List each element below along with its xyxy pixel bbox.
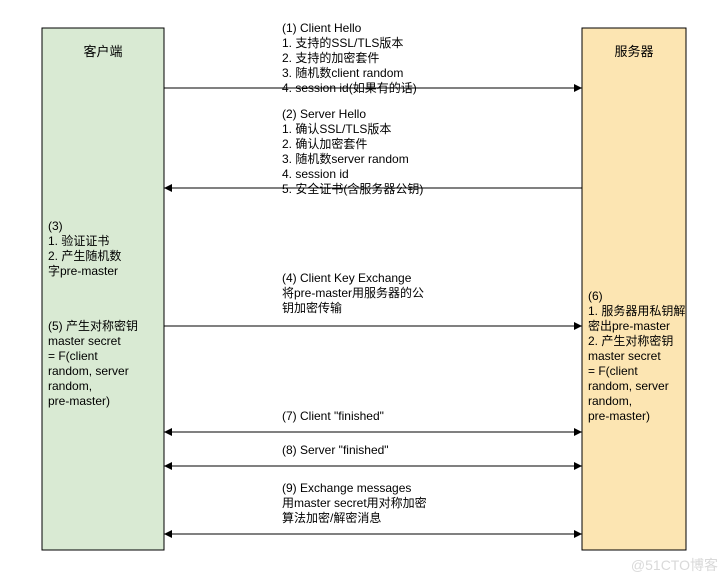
message-m1-line: 2. 支持的加密套件	[282, 50, 379, 65]
step-server6-line: 密出pre-master	[588, 318, 670, 333]
step-server6-line: pre-master)	[588, 409, 650, 423]
message-m2-line: 3. 随机数server random	[282, 151, 409, 166]
server-title: 服务器	[614, 44, 653, 59]
client-title: 客户端	[83, 44, 122, 59]
message-m2-title: (2) Server Hello	[282, 107, 366, 121]
message-m1-title: (1) Client Hello	[282, 21, 362, 35]
message-m7-title: (7) Client "finished"	[282, 409, 384, 423]
message-m4-line: 将pre-master用服务器的公	[282, 285, 424, 300]
step-client5-line: (5) 产生对称密钥	[48, 318, 138, 333]
step-client3-line: 1. 验证证书	[48, 233, 109, 248]
message-m2-line: 2. 确认加密套件	[282, 136, 367, 151]
message-m1-line: 4. session id(如果有的话)	[282, 80, 417, 95]
watermark: @51CTO博客	[631, 557, 718, 573]
client-box: 客户端	[42, 28, 164, 550]
message-m8-title: (8) Server "finished"	[282, 443, 389, 457]
message-m4-line: 钥加密传输	[282, 300, 342, 315]
step-server6-line: 2. 产生对称密钥	[588, 333, 673, 348]
message-m1-line: 1. 支持的SSL/TLS版本	[282, 35, 403, 50]
step-client5-line: pre-master)	[48, 394, 110, 408]
step-client5-line: = F(client	[48, 349, 98, 363]
step-client5-line: random,	[48, 379, 92, 393]
step-client5-line: random, server	[48, 364, 129, 378]
message-m4-title: (4) Client Key Exchange	[282, 271, 412, 285]
step-server6-line: = F(client	[588, 364, 638, 378]
step-server6-line: 1. 服务器用私钥解	[588, 303, 685, 318]
message-m9-title: (9) Exchange messages	[282, 481, 411, 495]
message-m2-line: 5. 安全证书(含服务器公钥)	[282, 181, 423, 196]
step-server6-line: (6)	[588, 289, 603, 303]
step-server6-line: random, server	[588, 379, 669, 393]
step-client3-line: (3)	[48, 219, 63, 233]
message-m2-line: 1. 确认SSL/TLS版本	[282, 122, 391, 136]
step-server6-line: random,	[588, 394, 632, 408]
step-server6-line: master secret	[588, 349, 661, 363]
message-m9-line: 算法加密/解密消息	[282, 510, 381, 525]
message-m1-line: 3. 随机数client random	[282, 65, 403, 80]
message-m9-line: 用master secret用对称加密	[282, 495, 427, 510]
step-client3-line: 2. 产生随机数	[48, 248, 121, 263]
message-m2-line: 4. session id	[282, 167, 349, 181]
step-client3-line: 字pre-master	[48, 263, 118, 278]
step-client5-line: master secret	[48, 334, 121, 348]
